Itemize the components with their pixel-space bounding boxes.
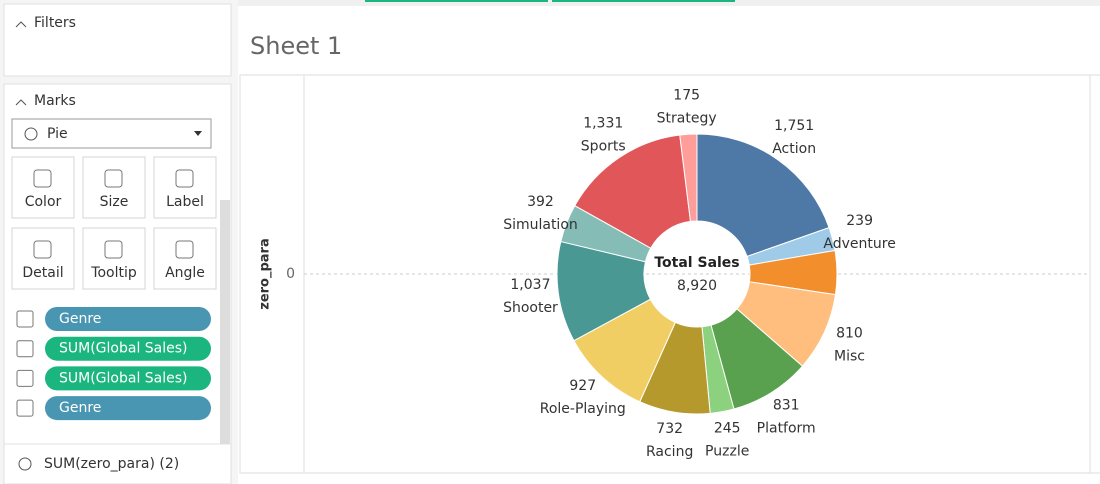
field-icon <box>16 399 34 417</box>
pie-icon <box>18 457 32 471</box>
sheet-title: Sheet 1 <box>250 32 342 60</box>
slice-name: Sports <box>581 139 626 155</box>
scrollbar[interactable] <box>220 200 230 444</box>
pie-slice[interactable] <box>696 133 830 258</box>
pane-border <box>239 74 1100 474</box>
slice-value: 927 <box>569 378 596 394</box>
mark-type-dropdown[interactable] <box>11 118 212 149</box>
slice-name: Shooter <box>503 300 558 316</box>
collapse-icon[interactable] <box>15 99 27 106</box>
button-icon <box>104 240 123 259</box>
slice-value: 392 <box>527 194 554 210</box>
filters-panel <box>3 3 232 77</box>
button-label: Angle <box>165 265 205 281</box>
bottom-panel <box>3 443 232 484</box>
slice-name: Platform <box>757 420 816 436</box>
slice-name: Simulation <box>503 217 578 233</box>
slice-value: 1,751 <box>774 118 814 134</box>
mark-type: Pie <box>47 126 68 142</box>
collapse-icon[interactable] <box>15 21 27 28</box>
dropdown-arrow <box>194 131 202 136</box>
y-tick-label: 0 <box>286 266 295 282</box>
shelf <box>238 0 1100 6</box>
slice-name: Racing <box>646 444 693 460</box>
pill-label: SUM(Global Sales) <box>59 370 188 386</box>
slice-name: Action <box>772 141 816 157</box>
slice-name: Misc <box>834 349 865 365</box>
center-label: Total Sales <box>654 255 739 271</box>
field-pill[interactable] <box>45 307 211 331</box>
button-label: Detail <box>22 265 63 281</box>
button-label: Color <box>25 194 62 210</box>
field-icon <box>16 310 34 328</box>
field-icon <box>16 369 34 387</box>
button-icon <box>175 240 194 259</box>
bottom-item[interactable]: SUM(zero_para) (2) <box>44 456 179 472</box>
center-total: 8,920 <box>677 278 717 294</box>
pie-icon <box>24 127 38 141</box>
button-icon <box>33 169 52 188</box>
slice-name: Role-Playing <box>540 401 626 417</box>
button-label: Tooltip <box>90 265 137 281</box>
pill-label: Genre <box>59 400 101 416</box>
shelf-pill[interactable] <box>365 0 548 2</box>
slice-name: Puzzle <box>705 443 749 459</box>
button-icon <box>33 240 52 259</box>
filters-title: Filters <box>34 15 76 31</box>
pie-slice[interactable] <box>574 134 692 249</box>
pie-slice[interactable] <box>679 133 698 222</box>
field-icon <box>16 340 34 358</box>
button-label: Label <box>166 194 204 210</box>
slice-name: Strategy <box>657 110 717 126</box>
field-pill[interactable] <box>45 366 211 391</box>
slice-value: 175 <box>673 87 700 103</box>
button-icon <box>104 169 123 188</box>
slice-value: 732 <box>656 421 683 437</box>
slice-value: 239 <box>846 213 873 229</box>
slice-value: 810 <box>836 326 863 342</box>
field-pill[interactable] <box>45 396 211 421</box>
field-pill[interactable] <box>45 336 211 361</box>
y-axis-label: zero_para <box>258 238 273 310</box>
button-label: Size <box>100 194 129 210</box>
slice-value: 1,331 <box>583 116 623 132</box>
slice-name: Adventure <box>823 236 895 252</box>
pill-label: SUM(Global Sales) <box>59 341 188 357</box>
shelf-pill[interactable] <box>552 0 735 2</box>
marks-title: Marks <box>34 93 76 109</box>
slice-value: 1,037 <box>510 277 550 293</box>
button-icon <box>175 169 194 188</box>
pill-label: Genre <box>59 311 101 327</box>
slice-value: 245 <box>714 420 741 436</box>
slice-value: 831 <box>773 397 800 413</box>
